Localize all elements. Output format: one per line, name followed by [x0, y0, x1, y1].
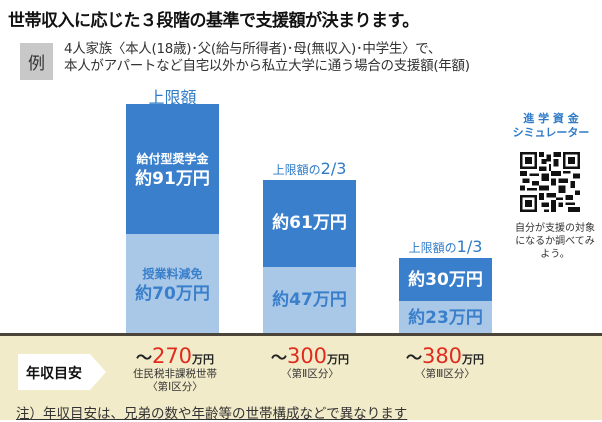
income-sub-2: 〈第Ⅰ区分〉: [147, 381, 203, 393]
income-unit: 万円: [327, 353, 350, 366]
bar-value-label: 約23万円: [408, 307, 483, 328]
caption-text: 上限額: [148, 87, 197, 107]
bar-value-label: 約30万円: [408, 269, 483, 290]
simulator-title-2: シミュレーター: [512, 126, 590, 139]
bar-1: 給付型奨学金約91万円授業料減免約70万円: [126, 103, 219, 334]
income-label: 年収目安: [18, 354, 106, 390]
income-amount: ～300万円: [271, 344, 349, 368]
income-label-text: 年収目安: [26, 366, 82, 382]
income-prefix: ～: [405, 348, 422, 367]
income-number: 300: [286, 344, 328, 368]
bar-caption: 上限額: [148, 84, 196, 108]
income-unit: 万円: [462, 353, 485, 366]
income-number: 270: [151, 344, 193, 368]
footnote: 注）年収目安は、兄弟の数や年齢等の世帯構成などで異なります: [16, 406, 408, 422]
example-description: 4人家族〈本人(18歳)･父(給与所得者)･母(無収入)･中学生〉で、 本人がア…: [64, 41, 470, 75]
page-title: 世帯収入に応じた３段階の基準で支援額が決まります。: [8, 11, 419, 31]
income-prefix: ～: [135, 348, 152, 367]
income-unit: 万円: [192, 353, 215, 366]
scholarship-name: 給付型奨学金: [136, 151, 209, 166]
caption-text: 上限額の: [408, 241, 457, 256]
income-sub-1: 住民税非課税世帯: [133, 368, 217, 380]
example-line-2: 本人がアパートなど自宅以外から私立大学に通う場合の支援額(年額): [64, 58, 470, 74]
simulator-note: 自分が支援の対象になるか調べてみよう。: [515, 223, 595, 260]
bar-value-label: 約91万円: [135, 168, 210, 189]
example-badge: 例: [20, 43, 53, 80]
bar-2: 約61万円約47万円: [263, 179, 356, 334]
simulator-title-1: 進 学 資 金: [523, 112, 579, 125]
caption-text: 上限額の: [272, 162, 321, 177]
income-amount: ～380万円: [406, 344, 484, 368]
tuition-waiver-name: 授業料減免: [142, 266, 203, 281]
income-number: 380: [421, 344, 463, 368]
bar-caption: 上限額の2/3: [273, 159, 347, 178]
tuition-waiver-segment: 約47万円: [263, 266, 356, 334]
income-label-arrow: [18, 354, 106, 390]
bar-value-label: 約70万円: [135, 283, 210, 304]
bar-caption: 上限額の1/3: [409, 237, 483, 256]
simulator-title[interactable]: 進 学 資 金 シミュレーター: [506, 112, 596, 140]
income-threshold-1: ～270万円 住民税非課税世帯 〈第Ⅰ区分〉: [133, 344, 217, 394]
bar-value-label: 約47万円: [272, 290, 347, 311]
chart-baseline: [0, 333, 602, 336]
scholarship-segment: 給付型奨学金約91万円: [126, 103, 219, 234]
income-amount: ～270万円: [133, 344, 217, 368]
income-prefix: ～: [270, 348, 287, 367]
income-sub-1: 〈第Ⅱ区分〉: [281, 368, 339, 380]
bar-value-label: 約61万円: [272, 213, 347, 234]
example-line-1: 4人家族〈本人(18歳)･父(給与所得者)･母(無収入)･中学生〉で、: [64, 41, 442, 57]
tuition-waiver-segment: 授業料減免約70万円: [126, 233, 219, 334]
income-threshold-3: ～380万円 〈第Ⅲ区分〉: [406, 344, 484, 381]
caption-fraction: 1/3: [456, 237, 483, 257]
bar-3: 約30万円約23万円: [399, 258, 492, 334]
income-sub-1: 〈第Ⅲ区分〉: [415, 368, 475, 380]
qr-code-icon[interactable]: [520, 151, 580, 213]
scholarship-segment: 約30万円: [399, 258, 492, 302]
tuition-waiver-segment: 約23万円: [399, 301, 492, 334]
scholarship-segment: 約61万円: [263, 179, 356, 267]
income-threshold-2: ～300万円 〈第Ⅱ区分〉: [271, 344, 349, 381]
caption-fraction: 2/3: [320, 158, 347, 178]
